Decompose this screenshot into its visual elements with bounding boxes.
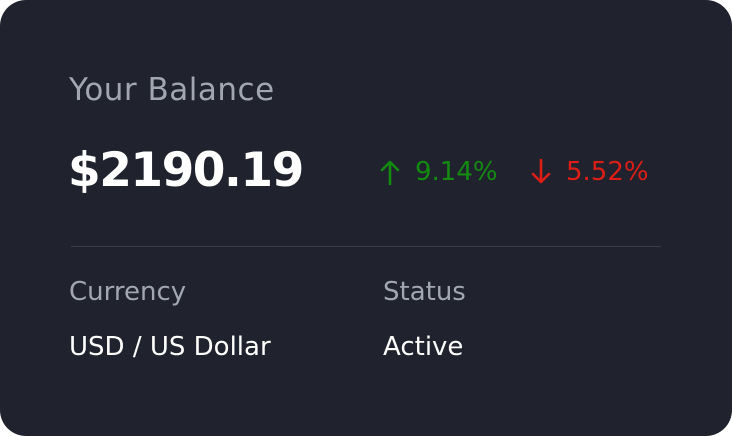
status-value: Active	[383, 332, 464, 362]
arrow-up-icon	[380, 160, 400, 186]
status-label: Status	[383, 277, 466, 307]
balance-title: Your Balance	[69, 72, 275, 108]
increase-value: 9.14%	[415, 157, 498, 187]
balance-increase: 9.14%	[379, 157, 498, 187]
balance-decrease: 5.52%	[530, 157, 649, 187]
currency-label: Currency	[69, 277, 187, 307]
arrow-down-icon	[531, 158, 551, 184]
decrease-value: 5.52%	[566, 157, 649, 187]
currency-value: USD / US Dollar	[69, 332, 271, 362]
balance-amount: $2190.19	[68, 143, 304, 198]
divider	[71, 246, 661, 247]
